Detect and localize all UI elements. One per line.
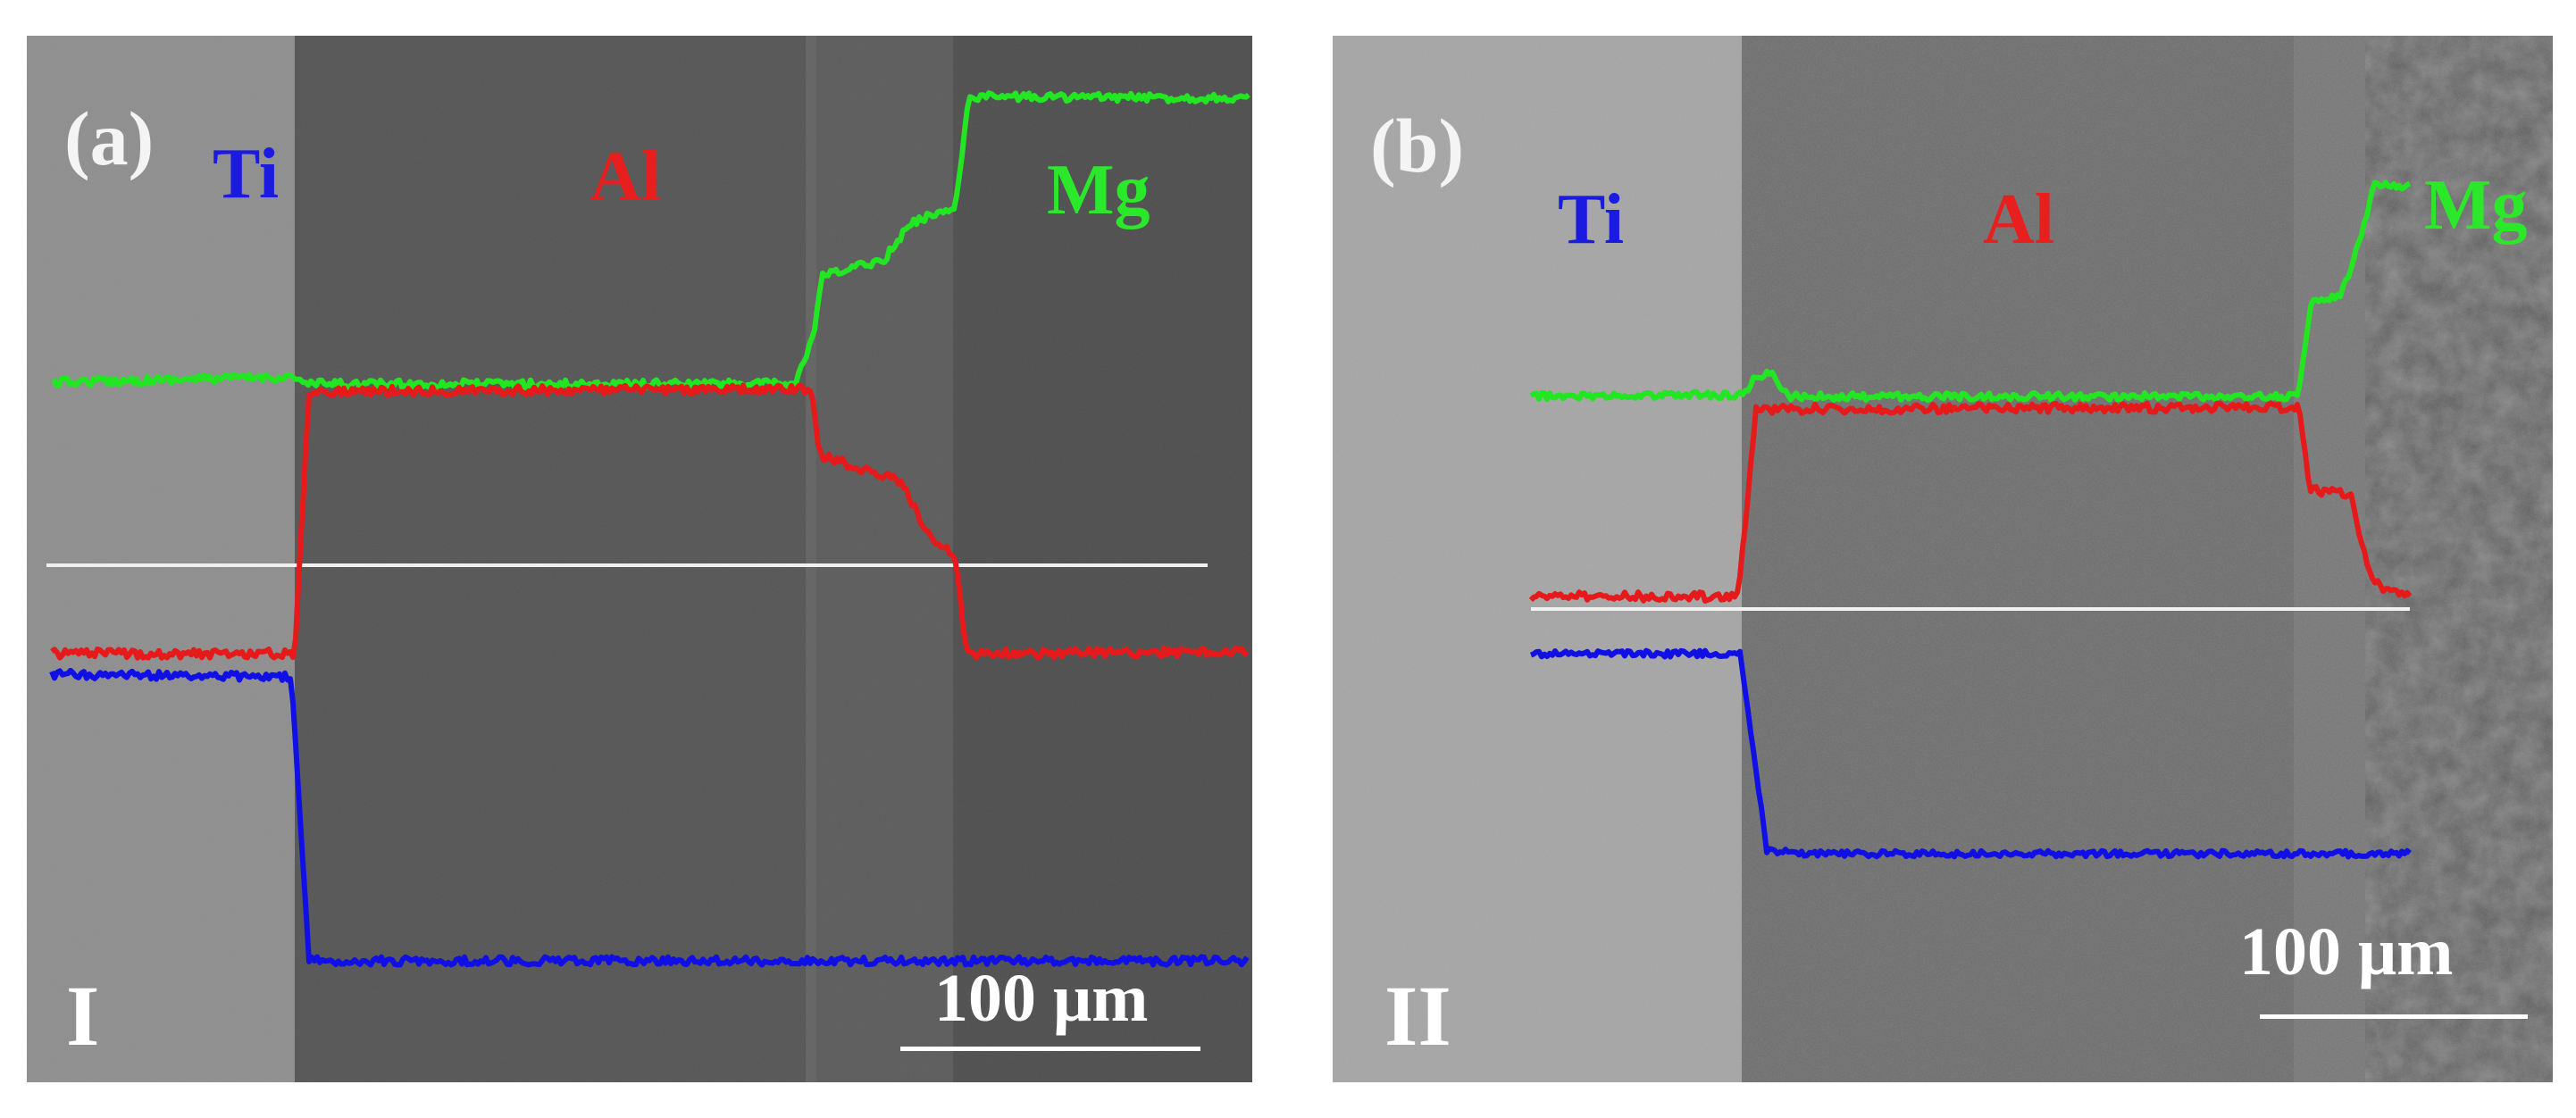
sem-panel-b: (b) Ti Al Mg II 100 μm [1333, 36, 2553, 1082]
panel-label: (b) [1370, 103, 1465, 188]
scale-bar [2260, 1014, 2528, 1019]
sem-panel-a: (a) Ti Al Mg I 100 μm [27, 36, 1252, 1082]
panel-b-micrograph [1333, 36, 2553, 1082]
scale-bar-text: 100 μm [934, 961, 1149, 1036]
mg-label: Mg [2424, 166, 2528, 245]
mg-profile-line [1529, 179, 2412, 403]
al-label: Al [1983, 180, 2054, 259]
al-label: Al [590, 138, 661, 216]
sample-label: II [1384, 968, 1451, 1064]
mg-label: Mg [1047, 151, 1150, 229]
al-profile-line [50, 382, 1249, 661]
panel-a-micrograph [27, 36, 1252, 1082]
ti-profile-line [1529, 647, 2412, 860]
ti-label: Ti [213, 135, 280, 213]
scale-bar-text: 100 μm [2239, 914, 2454, 989]
al-profile-line [1528, 400, 2413, 604]
scale-bar [900, 1047, 1200, 1051]
panel-label: (a) [64, 96, 155, 181]
sample-label: I [66, 968, 100, 1064]
ti-label: Ti [1558, 180, 1625, 259]
ti-profile-line [49, 667, 1250, 968]
